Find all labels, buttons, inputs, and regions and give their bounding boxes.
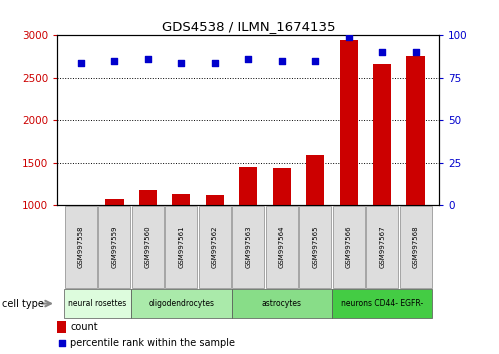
Point (412, 50, 420, 55)
Bar (165, 206, 198, 288)
Bar (57, 321, 66, 333)
Bar (132, 206, 164, 288)
Text: astrocytes: astrocytes (262, 299, 302, 308)
Point (211, 60, 219, 65)
Point (57, 341, 65, 346)
Bar (206, 195, 224, 205)
Text: GSM997560: GSM997560 (145, 225, 151, 268)
Bar (272, 167, 291, 205)
Bar (105, 199, 124, 205)
Bar (400, 206, 432, 288)
Bar (366, 206, 398, 288)
Text: GSM997563: GSM997563 (245, 225, 251, 268)
Text: cell type: cell type (2, 298, 44, 309)
Point (345, 34, 353, 40)
Text: count: count (70, 322, 98, 332)
Bar (333, 206, 365, 288)
Point (378, 50, 386, 55)
Text: oligodendrocytes: oligodendrocytes (148, 299, 214, 308)
Bar (339, 40, 358, 205)
Text: neural rosettes: neural rosettes (68, 299, 127, 308)
Text: percentile rank within the sample: percentile rank within the sample (70, 338, 236, 348)
Point (278, 58, 286, 64)
Point (311, 58, 319, 64)
Text: GSM997558: GSM997558 (78, 225, 84, 268)
Text: GSM997566: GSM997566 (346, 225, 352, 268)
Bar (306, 155, 324, 205)
Bar (232, 206, 264, 288)
Text: GSM997562: GSM997562 (212, 225, 218, 268)
Point (245, 56, 252, 62)
Bar (131, 289, 232, 318)
Text: GSM997568: GSM997568 (413, 225, 419, 268)
Point (110, 58, 118, 64)
Bar (199, 206, 231, 288)
Text: GSM997565: GSM997565 (312, 225, 318, 268)
Bar (64, 289, 131, 318)
Bar (172, 194, 191, 205)
Text: GSM997559: GSM997559 (111, 225, 117, 268)
Bar (65, 206, 97, 288)
Point (177, 60, 185, 65)
Bar (407, 56, 425, 205)
Bar (98, 206, 130, 288)
Text: neurons CD44- EGFR-: neurons CD44- EGFR- (341, 299, 423, 308)
Bar (265, 206, 298, 288)
Point (144, 56, 152, 62)
Point (77, 60, 85, 65)
Bar (373, 64, 391, 205)
Text: GSM997564: GSM997564 (279, 225, 285, 268)
Bar (232, 289, 332, 318)
Text: GSM997561: GSM997561 (178, 225, 184, 268)
Bar (139, 190, 157, 205)
Text: GSM997567: GSM997567 (379, 225, 385, 268)
Bar (239, 167, 257, 205)
Title: GDS4538 / ILMN_1674135: GDS4538 / ILMN_1674135 (162, 20, 335, 33)
Bar (299, 206, 331, 288)
Bar (332, 289, 433, 318)
